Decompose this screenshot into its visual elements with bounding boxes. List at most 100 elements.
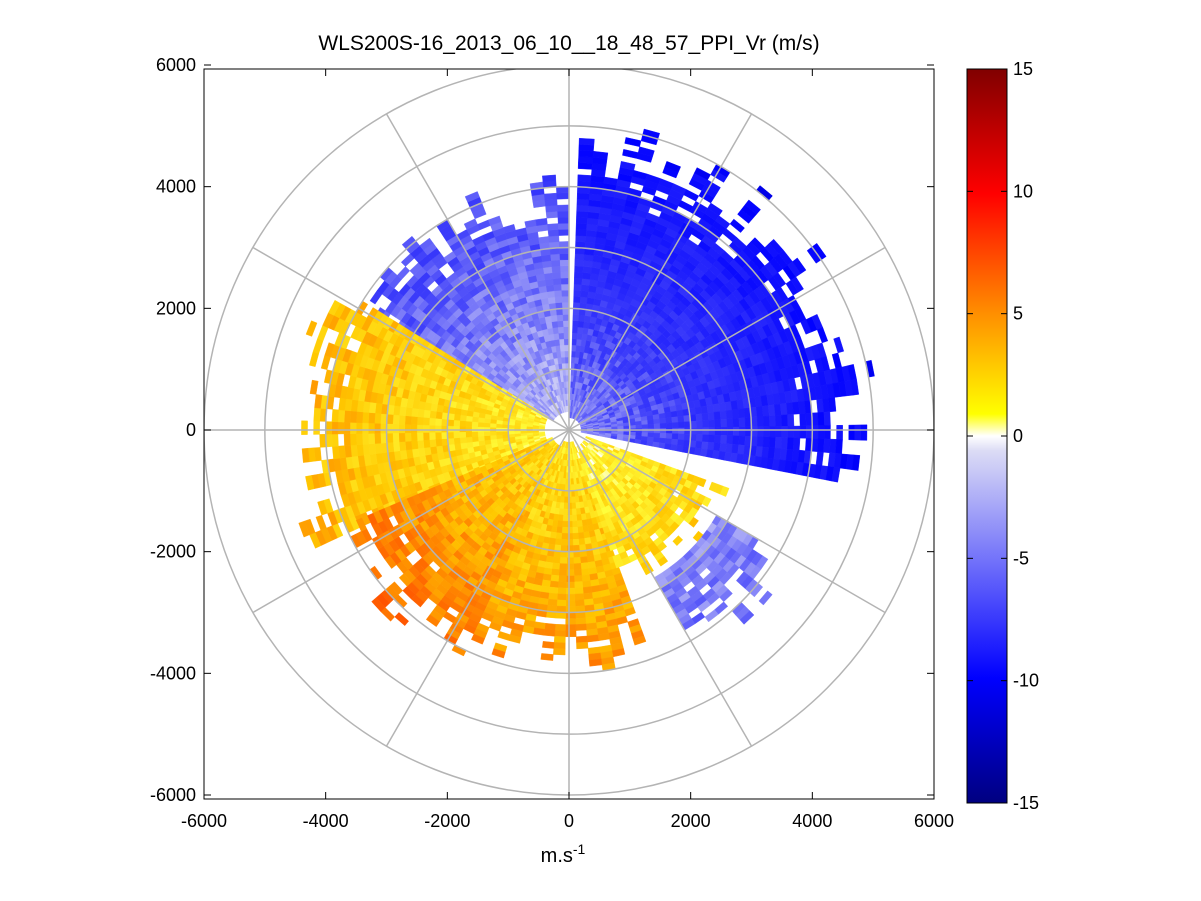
velocity-cell: [554, 538, 562, 546]
velocity-cell: [551, 265, 561, 273]
velocity-cell: [562, 314, 570, 321]
velocity-cell: [355, 422, 363, 434]
velocity-cell: [560, 277, 570, 285]
velocity-cell: [374, 412, 382, 424]
velocity-cell: [544, 198, 558, 207]
velocity-cell: [576, 192, 590, 200]
velocity-cell: [560, 350, 566, 358]
colorbar-tick-label: -10: [1013, 671, 1039, 691]
velocity-cell: [719, 443, 727, 453]
velocity-cell: [860, 424, 868, 441]
velocity-cell: [665, 433, 673, 440]
velocity-cell: [447, 431, 454, 439]
velocity-cell: [459, 425, 466, 433]
velocity-cell: [526, 430, 533, 434]
velocity-cell: [535, 217, 548, 226]
velocity-cell: [732, 426, 740, 437]
velocity-cell: [762, 436, 770, 448]
velocity-cell: [833, 336, 845, 354]
velocity-cell: [562, 514, 568, 522]
velocity-cell: [428, 424, 436, 433]
velocity-cell: [714, 427, 722, 436]
velocity-cell: [566, 557, 574, 564]
velocity-cell: [558, 575, 567, 583]
velocity-cell: [726, 435, 734, 445]
velocity-cell: [565, 606, 576, 613]
velocity-cell: [371, 597, 386, 612]
velocity-cell: [553, 332, 560, 341]
velocity-cell: [848, 424, 856, 441]
velocity-cell: [447, 425, 454, 433]
velocity-cell: [416, 432, 424, 441]
velocity-cell: [565, 612, 576, 619]
velocity-cell: [573, 283, 582, 291]
velocity-cell: [781, 414, 789, 427]
velocity-cell: [677, 433, 685, 441]
velocity-cell: [588, 658, 603, 667]
velocity-cell: [332, 445, 340, 460]
velocity-cell: [410, 440, 419, 450]
velocity-cell: [573, 277, 583, 285]
velocity-cell: [575, 229, 587, 237]
velocity-cell: [763, 426, 770, 438]
velocity-cell: [570, 490, 576, 498]
colorbar-tick-label: 0: [1013, 426, 1023, 446]
velocity-cell: [578, 538, 586, 546]
velocity-cell: [677, 421, 685, 429]
velocity-cell: [355, 411, 364, 424]
velocity-cell: [556, 192, 570, 200]
velocity-cell: [565, 599, 576, 607]
velocity-cell: [483, 422, 491, 428]
velocity-cell: [554, 630, 566, 638]
velocity-cell: [637, 146, 655, 157]
velocity-cell: [799, 413, 807, 427]
velocity-cell: [574, 253, 585, 261]
velocity-cell: [574, 581, 584, 589]
velocity-cell: [571, 508, 577, 516]
velocity-cell: [398, 573, 412, 587]
velocity-cell: [542, 174, 557, 183]
velocity-cell: [361, 433, 369, 445]
velocity-cell: [374, 433, 382, 444]
velocity-cell: [558, 229, 570, 236]
velocity-cell: [554, 290, 563, 298]
velocity-cell: [576, 204, 589, 213]
velocity-cell: [647, 423, 655, 429]
velocity-cell: [495, 430, 503, 436]
y-tick-label: -2000: [150, 542, 196, 562]
velocity-cell: [559, 557, 568, 565]
velocity-cell: [428, 432, 436, 441]
velocity-cell: [737, 444, 745, 455]
velocity-cell: [787, 425, 795, 439]
velocity-cell: [410, 415, 418, 425]
velocity-cell: [477, 421, 485, 428]
velocity-cell: [725, 409, 734, 420]
y-tick-label: -6000: [150, 785, 196, 805]
velocity-cell: [761, 405, 770, 417]
velocity-cell: [557, 581, 567, 589]
velocity-cell: [576, 514, 582, 522]
velocity-cell: [542, 641, 555, 649]
velocity-cell: [835, 439, 843, 455]
velocity-cell: [713, 442, 721, 452]
velocity-cell: [695, 413, 703, 422]
y-tick-label: 6000: [156, 55, 196, 75]
velocity-cell: [501, 430, 509, 435]
velocity-cell: [563, 502, 568, 510]
velocity-cell: [404, 424, 412, 434]
velocity-cell: [775, 426, 783, 438]
velocity-cell: [586, 634, 599, 643]
velocity-cell: [641, 420, 649, 426]
velocity-cell: [419, 237, 434, 251]
velocity-cell: [575, 223, 588, 231]
velocity-cell: [714, 434, 722, 444]
velocity-cell: [459, 436, 467, 444]
velocity-cell: [815, 451, 824, 466]
velocity-cell: [708, 419, 716, 428]
velocity-cell: [502, 224, 516, 234]
velocity-cell: [374, 442, 383, 454]
velocity-cell: [659, 432, 667, 439]
velocity-cell: [398, 432, 406, 443]
velocity-cell: [488, 215, 502, 226]
velocity-cell: [828, 397, 837, 413]
